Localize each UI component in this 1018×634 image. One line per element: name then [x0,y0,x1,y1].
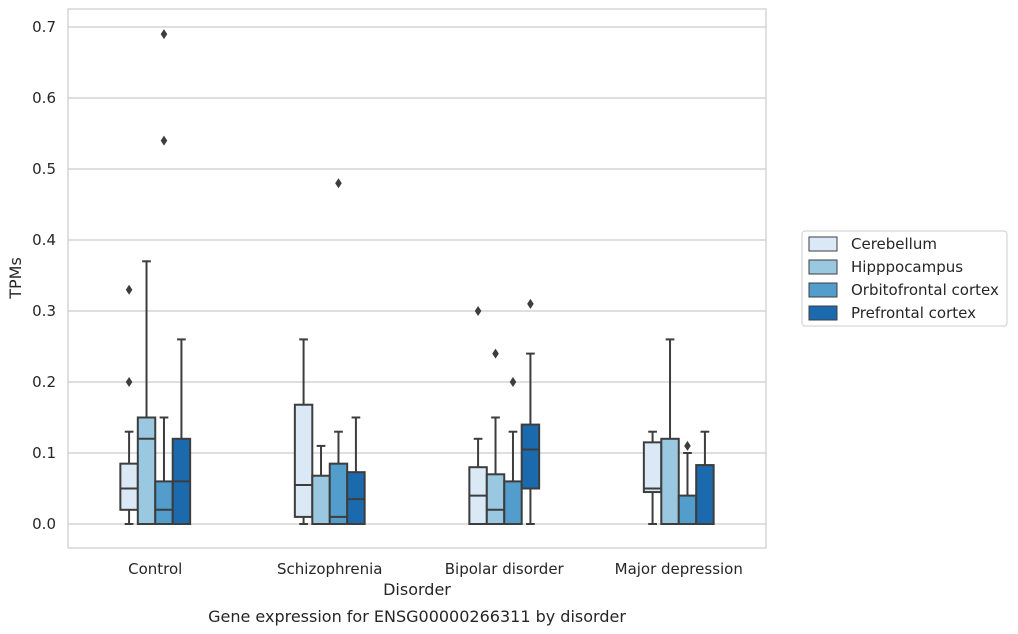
outlier-point [160,135,168,146]
box [346,471,366,526]
outlier-point [125,284,133,295]
y-tick-label: 0.6 [32,89,56,107]
y-tick-labels: 0.0 0.1 0.2 0.3 0.4 0.5 0.6 0.7 [32,18,56,533]
y-tick-label: 0.5 [32,160,56,178]
x-tick-label: Control [128,560,182,578]
x-tick-label: Major depression [615,560,743,578]
outlier-point [684,440,691,451]
outlier-point [509,377,517,387]
legend-label: Orbitofrontal cortex [851,281,999,299]
outlier-point [492,348,499,359]
x-tick-labels: Control Schizophrenia Bipolar disorder Majo… [128,560,743,578]
outlier-point [474,306,482,316]
box [520,423,541,490]
y-tick-label: 0.7 [32,18,56,36]
box [695,464,715,526]
legend: Cerebellum Hipppocampus Orbitofrontal cort… [801,230,1008,327]
legend-swatch [808,236,838,252]
box [293,403,314,518]
x-tick-label: Schizophrenia [277,560,382,578]
box [642,441,663,494]
y-axis-label: TPMs [6,257,25,300]
legend-label: Cerebellum [851,235,937,253]
legend-swatch [808,305,838,321]
box [485,473,506,525]
outlier-point [335,178,342,189]
y-tick-label: 0.1 [32,444,56,462]
legend-label: Prefrontal cortex [851,304,976,322]
chart-caption: Gene expression for ENSG00000266311 by d… [208,607,626,626]
legend-frame [801,230,1008,327]
outlier-point [160,29,168,40]
box [154,480,174,525]
x-tick-label: Bipolar disorder [445,560,565,578]
box-series [119,29,715,526]
box [660,437,680,525]
box [503,480,523,525]
y-tick-label: 0.4 [32,231,56,249]
y-tick-label: 0.3 [32,302,56,320]
box [677,494,698,526]
outlier-point [527,298,534,309]
box [136,416,157,525]
y-tick-label: 0.2 [32,373,56,391]
y-tick-label: 0.0 [32,515,56,533]
outlier-point [125,377,133,387]
box [328,462,349,525]
box [311,474,331,525]
legend-label: Hipppocampus [851,258,963,276]
legend-swatch [808,259,838,275]
box [119,462,139,511]
legend-swatch [808,282,838,298]
x-axis-label: Disorder [383,580,451,599]
